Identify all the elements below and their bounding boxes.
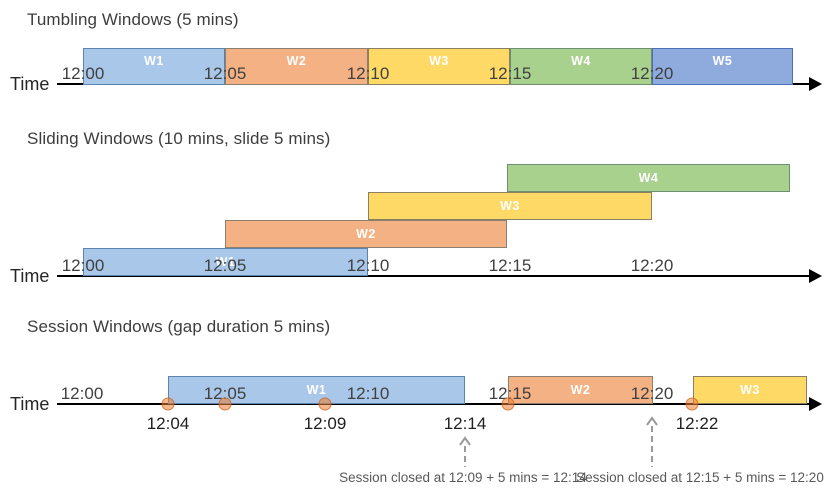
axis-tick-label: 12:05 [203,256,247,275]
window-label: W5 [712,54,733,68]
window-label: W4 [638,170,659,185]
event-dot [218,397,232,411]
section-title: Sliding Windows (10 mins, slide 5 mins) [27,129,331,148]
window-bar-w5: W5 [652,48,793,85]
session-closed-note: Session closed at 12:09 + 5 mins = 12:14 [339,470,587,485]
event-time-label: 12:04 [146,414,190,433]
dashed-up-arrow-icon [645,416,659,468]
axis-tick-label: 12:15 [488,64,532,83]
window-bar-w3: W3 [368,192,652,220]
window-bar-w1: W1 [83,248,368,276]
time-axis-arrowhead-icon [809,397,822,411]
window-label: W3 [500,198,520,213]
event-dot [161,397,175,411]
axis-tick-label: 12:05 [203,64,247,83]
window-bar-w2: W2 [225,220,507,248]
event-dot [685,397,699,411]
window-label: W2 [356,226,376,241]
axis-tick-label: 12:00 [61,256,105,275]
session-closed-note: Session closed at 12:15 + 5 mins = 12:20 [576,470,824,485]
axis-tick-label: 12:20 [630,256,674,275]
time-axis-arrowhead-icon [809,269,822,283]
window-label: W4 [571,54,591,68]
time-axis-caption: Time [10,74,50,94]
window-bar-w3: W3 [693,376,807,404]
time-axis-arrowhead-icon [809,77,822,91]
window-bar-w4: W4 [510,48,652,85]
axis-tick-label: 12:10 [346,64,390,83]
event-time-label: 12:14 [443,414,487,433]
window-label: W2 [570,382,591,397]
event-time-label: 12:22 [675,414,719,433]
axis-tick-label: 12:00 [60,384,104,403]
axis-tick-label: 12:00 [61,64,105,83]
window-bar-w4: W4 [507,164,790,192]
window-bar-w1: W1 [168,376,465,404]
time-axis-line [57,275,812,277]
time-axis-line [57,403,812,405]
axis-tick-label: 12:05 [203,384,247,403]
window-bar-w1: W1 [83,48,225,85]
event-dot [501,397,515,411]
section-title: Session Windows (gap duration 5 mins) [27,317,331,336]
time-axis-caption: Time [10,394,50,414]
window-label: W3 [429,54,449,68]
axis-tick-label: 12:15 [488,384,532,403]
window-bar-w3: W3 [368,48,510,85]
event-time-label: 12:09 [303,414,347,433]
axis-tick-label: 12:10 [346,384,390,403]
window-label: W1 [306,382,327,397]
window-bar-w2: W2 [508,376,653,404]
axis-tick-label: 12:15 [488,256,532,275]
window-bar-w2: W2 [225,48,368,85]
dashed-up-arrow-icon [458,436,472,468]
axis-tick-label: 12:20 [630,384,674,403]
window-label: W1 [144,54,164,68]
window-label: W3 [740,382,760,397]
axis-tick-label: 12:20 [630,64,674,83]
axis-tick-label: 12:10 [346,256,390,275]
event-dot [318,397,332,411]
section-title: Tumbling Windows (5 mins) [27,10,239,29]
window-label: W2 [286,54,307,68]
time-axis-caption: Time [10,266,50,286]
window-label: W1 [215,254,236,269]
